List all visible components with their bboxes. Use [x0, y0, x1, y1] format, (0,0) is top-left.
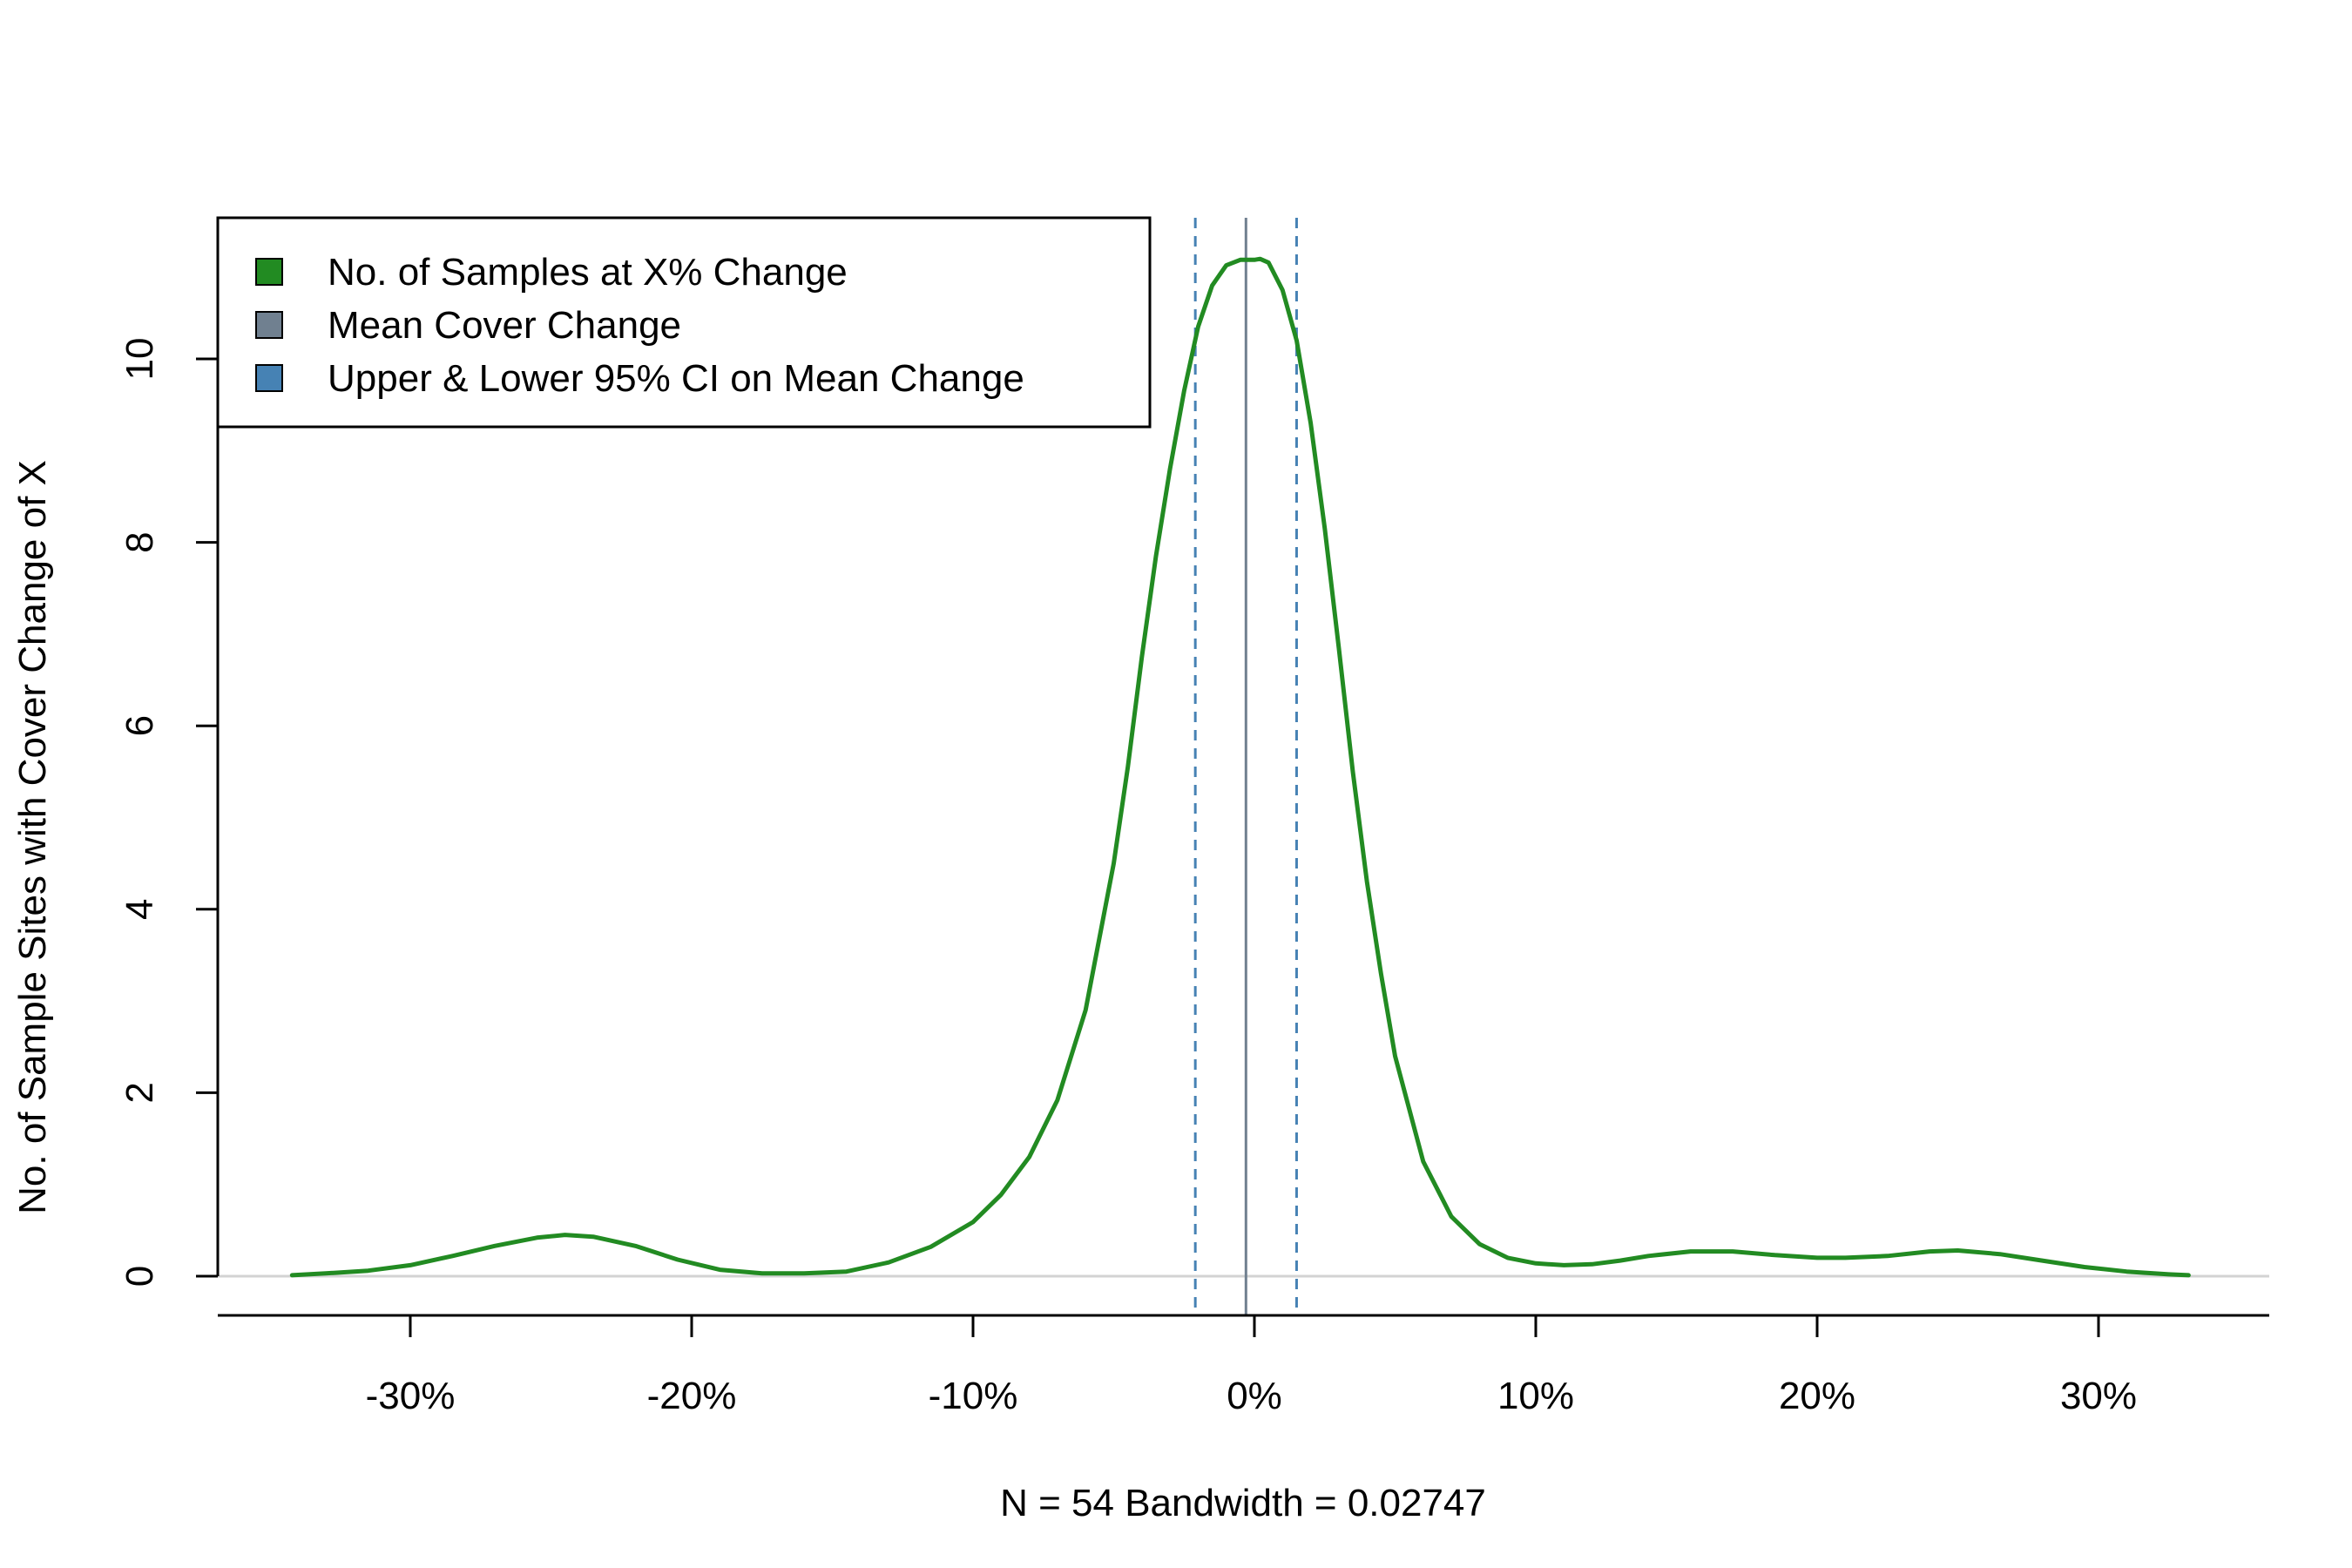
y-tick-label-0: 0: [118, 1266, 161, 1287]
legend-swatch-0: [255, 258, 283, 286]
legend-label-0: No. of Samples at X% Change: [328, 251, 848, 294]
y-axis: 0 2 4 6 8 10: [118, 338, 220, 1287]
legend: No. of Samples at X% Change Mean Cover Ch…: [216, 216, 1152, 429]
legend-swatch-1: [255, 311, 283, 339]
x-tick-label-4: 10%: [1497, 1375, 1574, 1417]
x-tick-label-1: -20%: [647, 1375, 737, 1417]
y-tick-label-1: 2: [118, 1082, 161, 1103]
y-tick-label-5: 10: [118, 338, 161, 381]
x-tick-label-2: -10%: [929, 1375, 1018, 1417]
y-axis-title: No. of Sample Sites with Cover Change of…: [11, 460, 54, 1214]
reference-lines: [209, 218, 2269, 1315]
y-tick-label-2: 4: [118, 899, 161, 920]
x-tick-label-5: 20%: [1779, 1375, 1855, 1417]
y-tick-label-4: 8: [118, 531, 161, 552]
x-tick-label-3: 0%: [1227, 1375, 1282, 1417]
x-axis: -30% -20% -10% 0% 10% 20% 30%: [218, 1314, 2269, 1417]
legend-label-2: Upper & Lower 95% CI on Mean Change: [328, 357, 1024, 400]
x-axis-title: N = 54 Bandwidth = 0.02747: [1000, 1482, 1486, 1524]
x-tick-label-6: 30%: [2060, 1375, 2137, 1417]
legend-swatch-2: [255, 364, 283, 392]
legend-box: [216, 216, 1152, 429]
x-tick-label-0: -30%: [366, 1375, 456, 1417]
y-tick-label-3: 6: [118, 715, 161, 736]
series-line-0: [289, 256, 2191, 1278]
plot-area: [289, 256, 2191, 1278]
legend-label-1: Mean Cover Change: [328, 304, 681, 347]
